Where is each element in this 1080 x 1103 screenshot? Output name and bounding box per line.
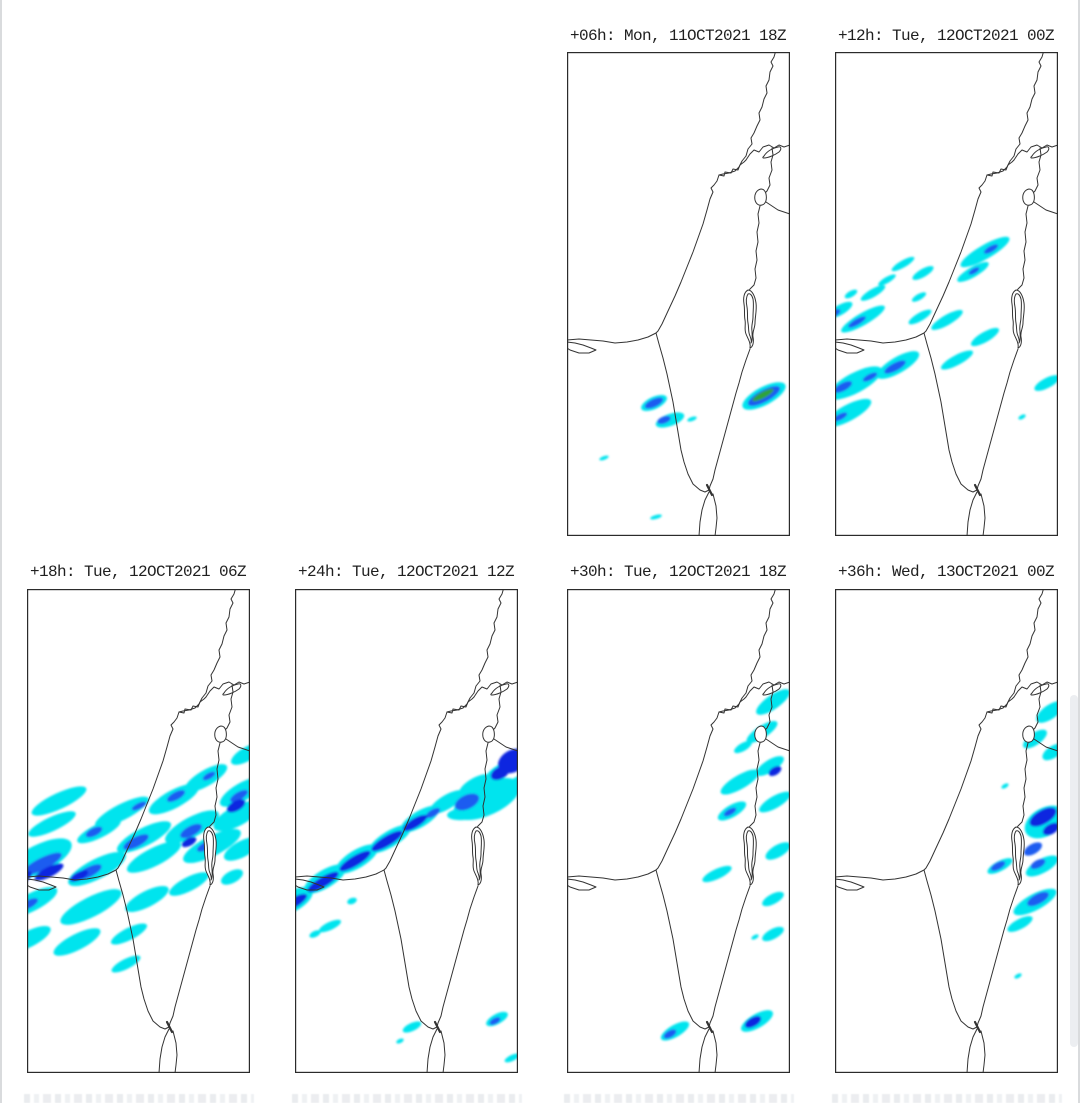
clipped-next-row-title-hint bbox=[564, 1094, 794, 1103]
clipped-next-row-title-hint bbox=[832, 1094, 1062, 1103]
panel-title-h24: +24h: Tue, 12OCT2021 12Z bbox=[297, 563, 515, 581]
image-right-border bbox=[1078, 0, 1080, 1103]
scrollbar-thumb[interactable] bbox=[1070, 695, 1078, 1047]
precip-layer bbox=[599, 382, 786, 520]
clipped-next-row-title-hint bbox=[24, 1094, 254, 1103]
clipped-next-row-title-hint bbox=[292, 1094, 522, 1103]
map-panel-h12 bbox=[835, 52, 1058, 536]
panel-title-h12: +12h: Tue, 12OCT2021 00Z bbox=[837, 27, 1055, 45]
map-panel-h06 bbox=[567, 52, 790, 536]
map-panel-h18 bbox=[27, 589, 250, 1073]
precip-layer bbox=[27, 743, 250, 973]
image-left-border bbox=[0, 0, 2, 1103]
panel-title-h06: +06h: Mon, 11OCT2021 18Z bbox=[569, 27, 787, 45]
panel-title-h30: +30h: Tue, 12OCT2021 18Z bbox=[569, 563, 787, 581]
map-panel-h36 bbox=[835, 589, 1058, 1073]
panel-title-h36: +36h: Wed, 13OCT2021 00Z bbox=[837, 563, 1055, 581]
precip-layer bbox=[987, 701, 1058, 979]
map-panel-h30 bbox=[567, 589, 790, 1073]
precip-layer bbox=[835, 236, 1058, 428]
map-panel-h24 bbox=[295, 589, 518, 1073]
precip-layer bbox=[295, 748, 518, 1063]
panel-title-h18: +18h: Tue, 12OCT2021 06Z bbox=[29, 563, 247, 581]
precip-layer bbox=[660, 689, 790, 1041]
